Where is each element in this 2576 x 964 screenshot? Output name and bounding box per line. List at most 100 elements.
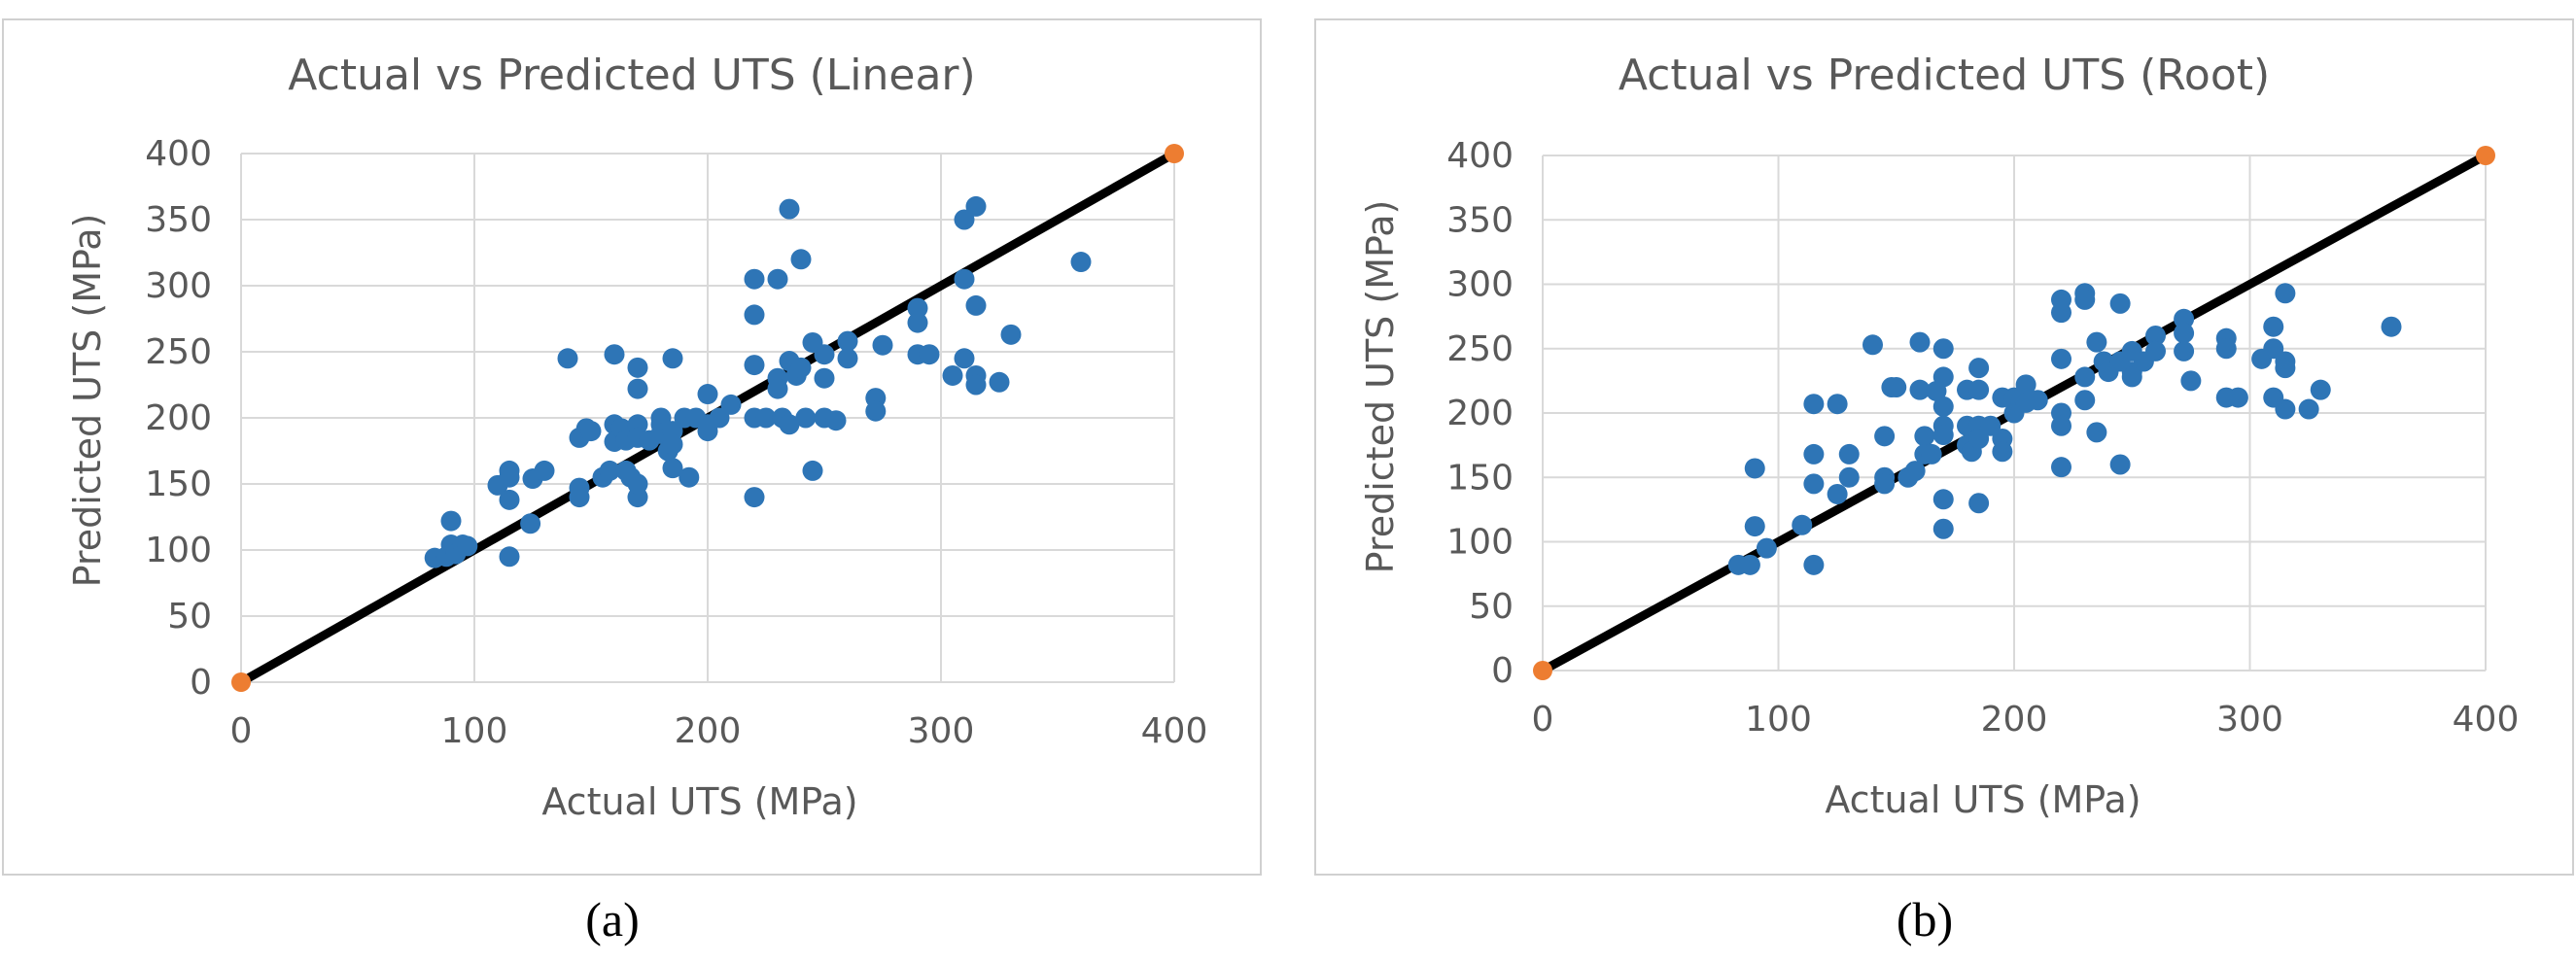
chart-a-point xyxy=(814,344,835,365)
chart-a-point xyxy=(825,410,847,431)
chart-b-point xyxy=(1932,489,1954,510)
chart-b-point xyxy=(2074,366,2096,388)
panel-label-b: (b) xyxy=(1897,892,1953,947)
chart-a-point xyxy=(790,357,812,378)
chart-a-point xyxy=(802,460,823,481)
chart-b-point xyxy=(1904,461,1926,482)
chart-a-point xyxy=(865,400,887,422)
chart-a-point xyxy=(942,364,963,386)
chart-a-xtick-100: 100 xyxy=(441,711,508,751)
chart-a-ytick-350: 350 xyxy=(145,200,212,240)
chart-a-point xyxy=(744,268,765,290)
chart-b-ytick-400: 400 xyxy=(1446,136,1514,176)
chart-b-point xyxy=(2227,387,2248,408)
chart-a-point xyxy=(965,374,987,396)
chart-b-point xyxy=(2180,370,2202,392)
chart-a-point xyxy=(837,348,858,369)
chart-b-point xyxy=(2051,457,2071,478)
chart-a-title: Actual vs Predicted UTS (Linear) xyxy=(288,51,975,100)
chart-a-point xyxy=(457,535,478,557)
chart-b-point xyxy=(2027,390,2048,411)
chart-b-point xyxy=(1886,377,1907,397)
chart-a-point xyxy=(872,334,893,356)
chart-a-ytick-200: 200 xyxy=(145,398,212,438)
chart-b-point xyxy=(2275,398,2296,420)
chart-a-ytick-0: 0 xyxy=(190,663,212,703)
chart-b-point xyxy=(1968,379,1990,400)
chart-a-point xyxy=(954,209,975,230)
chart-b-point xyxy=(1803,394,1825,415)
chart-b-point xyxy=(2298,398,2319,420)
chart-a-ytick-100: 100 xyxy=(145,531,212,570)
chart-a-point xyxy=(907,297,928,319)
chart-a-point xyxy=(599,460,620,481)
chart-b-point xyxy=(1739,554,1760,575)
chart-b-xtick-0: 0 xyxy=(1532,700,1554,740)
chart-a-ticks: 0 50 100 150 200 250 300 350 400 0 100 200 300 400 xyxy=(145,134,1207,751)
chart-a-point xyxy=(919,344,940,365)
chart-b-point xyxy=(1909,379,1931,400)
chart-b-point xyxy=(1968,429,1990,449)
chart-b-point xyxy=(1909,331,1931,353)
chart-a-xtick-0: 0 xyxy=(230,711,253,751)
chart-b-point xyxy=(2145,340,2166,362)
chart-b-point xyxy=(1744,458,1765,479)
chart-b-point xyxy=(2109,454,2131,475)
chart-a-fit-endpoint-1 xyxy=(1165,144,1184,163)
chart-b-point xyxy=(2215,338,2237,360)
chart-a-xtick-400: 400 xyxy=(1141,711,1208,751)
chart-a-gridlines xyxy=(240,153,1175,683)
chart-b-point xyxy=(2310,379,2331,400)
chart-b-xtick-400: 400 xyxy=(2453,700,2520,740)
chart-b-ytick-250: 250 xyxy=(1446,329,1514,369)
chart-b-ytick-100: 100 xyxy=(1446,523,1514,563)
chart-b-point xyxy=(1992,441,2013,463)
chart-b-point xyxy=(1862,334,1883,356)
chart-a-point xyxy=(790,249,812,270)
chart-b-point xyxy=(2174,308,2195,329)
chart-a-point xyxy=(795,407,817,429)
chart-b-point xyxy=(2015,374,2036,396)
chart-b-point xyxy=(1932,425,1954,446)
chart-b-point xyxy=(1803,443,1825,465)
chart-a-point xyxy=(627,357,648,378)
chart-a-xtick-300: 300 xyxy=(908,711,975,751)
chart-a-point xyxy=(534,460,555,481)
chart-a-svg: 0 50 100 150 200 250 300 350 400 0 100 200 300 400 Ac… xyxy=(2,18,1262,947)
chart-b-point xyxy=(1874,426,1896,447)
chart-a-point xyxy=(557,348,578,369)
chart-b-y-axis-label: Predicted UTS (MPa) xyxy=(1359,200,1402,574)
chart-a-point xyxy=(744,487,765,508)
chart-b-point xyxy=(1921,443,1942,465)
chart-a-ytick-250: 250 xyxy=(145,332,212,372)
chart-a-y-axis-label: Predicted UTS (MPa) xyxy=(66,214,109,588)
chart-a-ytick-300: 300 xyxy=(145,266,212,306)
chart-a-point xyxy=(779,414,800,435)
chart-a-point xyxy=(767,378,788,399)
chart-b-point xyxy=(2074,390,2096,411)
chart-b-point xyxy=(1932,396,1954,417)
chart-a-point xyxy=(627,378,648,399)
chart-a-point xyxy=(1070,252,1092,273)
chart-b-point xyxy=(1838,443,1860,465)
chart-b-ticks: 0 50 100 150 200 250 300 350 400 0 100 200 300 400 xyxy=(1446,136,2519,740)
chart-a-point xyxy=(627,473,648,495)
chart-b-point xyxy=(1792,514,1813,535)
chart-a-point xyxy=(662,433,683,455)
chart-a-point xyxy=(520,513,541,534)
chart-a-ytick-50: 50 xyxy=(167,597,212,637)
chart-a-point xyxy=(755,407,777,429)
chart-a-point xyxy=(965,195,987,217)
chart-a-fit-endpoint-0 xyxy=(231,672,251,692)
chart-b-fit-endpoint-0 xyxy=(1533,661,1552,680)
chart-a-point xyxy=(604,344,625,365)
chart-b-ytick-0: 0 xyxy=(1491,651,1514,691)
chart-a-point xyxy=(837,330,858,352)
chart-b-xtick-300: 300 xyxy=(2216,700,2283,740)
chart-b-point xyxy=(2174,340,2195,362)
chart-a-point xyxy=(744,355,765,376)
chart-a-points xyxy=(424,195,1092,568)
chart-a-point xyxy=(662,458,683,479)
chart-a-point xyxy=(662,348,683,369)
chart-b-point xyxy=(2174,323,2195,344)
